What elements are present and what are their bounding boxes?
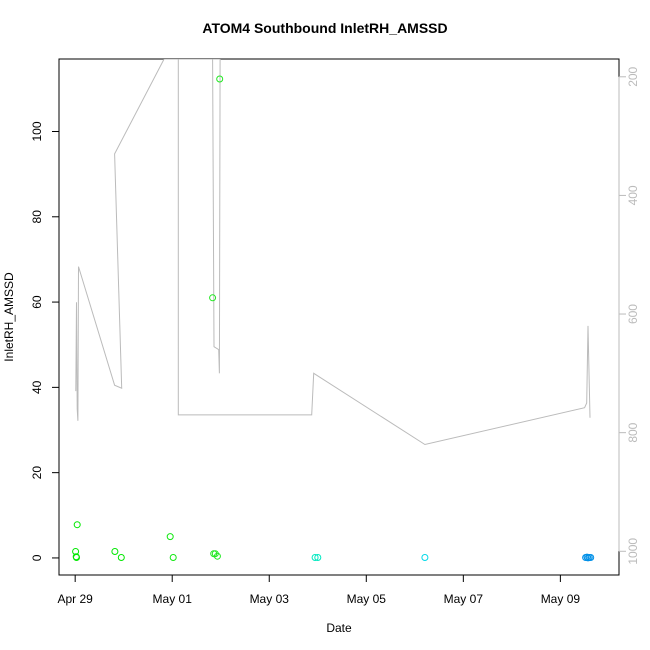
plot-frame bbox=[58, 58, 620, 576]
y2-tick-label: 600 bbox=[626, 304, 640, 324]
x-tick-label: May 07 bbox=[444, 592, 484, 606]
y-tick-label: 60 bbox=[30, 295, 44, 309]
data-point bbox=[213, 552, 221, 560]
y-tick-label: 100 bbox=[30, 121, 44, 141]
data-point bbox=[314, 554, 322, 561]
data-point bbox=[587, 554, 595, 561]
y2-tick-label: 400 bbox=[626, 185, 640, 205]
data-point bbox=[169, 554, 177, 561]
x-axis-label: Date bbox=[326, 621, 352, 635]
x-tick-label: May 09 bbox=[541, 592, 581, 606]
data-point bbox=[111, 548, 119, 555]
data-point bbox=[73, 521, 81, 529]
x-tick-label: May 05 bbox=[347, 592, 387, 606]
y-tick-label: 20 bbox=[30, 466, 44, 480]
data-point bbox=[311, 554, 319, 561]
data-point bbox=[421, 554, 429, 561]
y-axis-label: InletRH_AMSSD bbox=[2, 272, 16, 362]
data-point bbox=[209, 294, 217, 302]
data-point bbox=[166, 533, 174, 541]
y-tick-label: 80 bbox=[30, 210, 44, 224]
data-point bbox=[117, 554, 125, 561]
chart-title: ATOM4 Southbound InletRH_AMSSD bbox=[202, 20, 448, 36]
y2-tick-label: 200 bbox=[626, 66, 640, 86]
y-tick-label: 40 bbox=[30, 380, 44, 394]
y2-tick-label: 800 bbox=[626, 422, 640, 442]
y2-tick-label: 1000 bbox=[626, 538, 640, 565]
secondary-series-line bbox=[75, 59, 591, 446]
y-tick-label: 0 bbox=[30, 554, 44, 561]
data-point bbox=[73, 554, 80, 561]
x-tick-label: May 03 bbox=[250, 592, 290, 606]
data-point bbox=[216, 75, 224, 83]
x-tick-label: May 01 bbox=[153, 592, 193, 606]
x-tick-label: Apr 29 bbox=[57, 592, 93, 606]
